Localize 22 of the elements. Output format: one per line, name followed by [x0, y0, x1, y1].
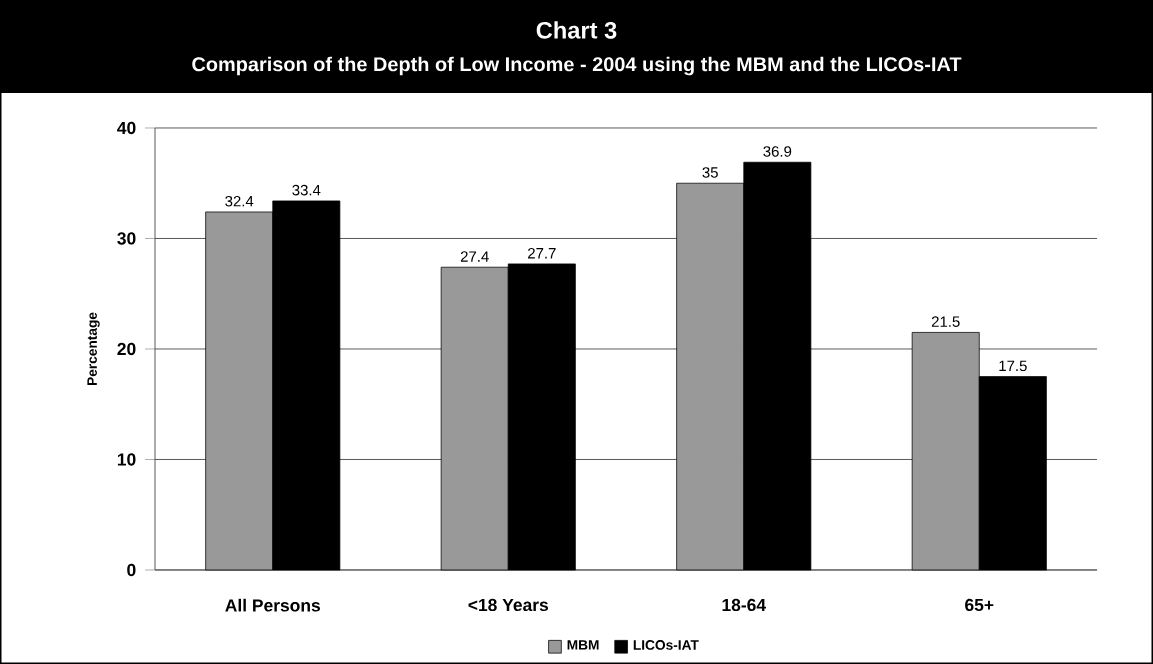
legend-label: LICOs-IAT — [633, 640, 699, 650]
data-label: 33.4 — [292, 184, 321, 196]
x-tick-label: 65+ — [965, 598, 994, 612]
data-label: 17.5 — [999, 360, 1027, 372]
x-tick-label: <18 Years — [468, 598, 549, 612]
data-label: 27.4 — [460, 251, 489, 262]
data-label: 32.4 — [225, 195, 254, 207]
y-tick-label: 30 — [117, 232, 136, 245]
data-label: 27.7 — [528, 247, 556, 259]
y-tick-label: 20 — [117, 342, 136, 356]
y-tick-label: 40 — [117, 121, 136, 135]
chart-subtitle: Comparison of the Depth of Low Income - 2004 using the MBM and the LICOs-IAT — [192, 56, 962, 76]
legend-label: MBM — [567, 640, 599, 650]
y-tick-label: 0 — [127, 563, 136, 577]
y-tick-label: 10 — [117, 453, 136, 466]
data-label: 35 — [702, 167, 718, 178]
x-tick-label: 18-64 — [722, 598, 766, 612]
x-tick-label: All Persons — [225, 598, 320, 612]
chart-title: Chart 3 — [536, 21, 617, 39]
data-label: 36.9 — [763, 146, 792, 157]
y-axis-title: Percentage — [87, 312, 100, 386]
data-label: 21.5 — [931, 316, 960, 327]
